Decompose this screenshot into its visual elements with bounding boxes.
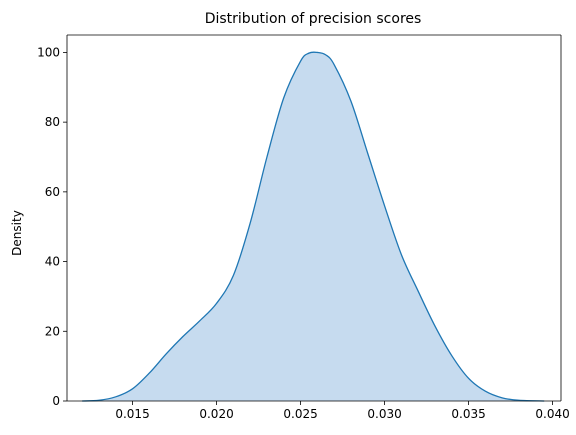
y-tick-label: 20 (45, 324, 60, 338)
chart-title: Distribution of precision scores (205, 11, 422, 27)
y-axis-label: Density (10, 210, 24, 256)
y-tick-label: 0 (52, 394, 60, 408)
y-tick-label: 80 (45, 115, 60, 129)
y-tick-label: 60 (45, 185, 60, 199)
x-tick-label: 0.035 (451, 407, 485, 421)
y-tick-label: 100 (37, 45, 60, 59)
x-tick-label: 0.040 (535, 407, 569, 421)
y-tick-label: 40 (45, 255, 60, 269)
x-tick-label: 0.020 (199, 407, 233, 421)
x-tick-label: 0.025 (283, 407, 317, 421)
x-tick-label: 0.015 (115, 407, 149, 421)
plot-area: 0.015 0.020 0.025 0.030 0.035 0.040 0 20 40 60 80 1… (37, 34, 570, 421)
density-curve-line (82, 51, 545, 402)
x-tick-label: 0.030 (367, 407, 401, 421)
